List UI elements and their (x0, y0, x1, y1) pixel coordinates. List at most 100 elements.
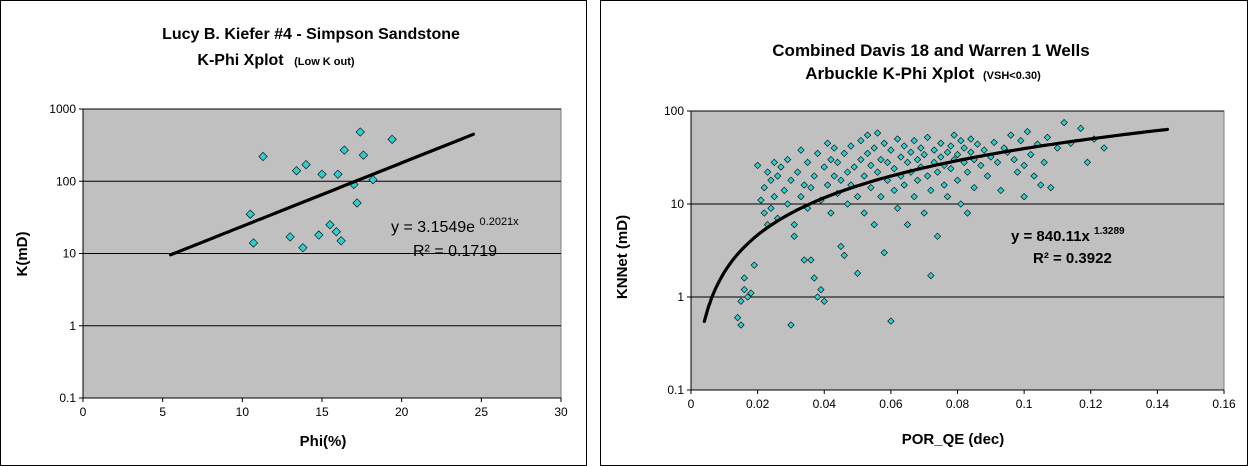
data-point (933, 168, 942, 176)
data-point (1047, 183, 1055, 192)
data-point (940, 181, 948, 189)
data-point (760, 209, 768, 217)
data-point (1030, 172, 1038, 180)
data-point (803, 158, 812, 167)
chart-left-svg: Lucy B. Kiefer #4 - Simpson Sandstone K-… (14, 26, 568, 450)
data-point (873, 129, 882, 137)
data-point (744, 293, 752, 301)
data-point (807, 256, 815, 264)
data-point (285, 232, 295, 242)
data-point (873, 168, 882, 176)
data-point (813, 149, 822, 158)
x-axis-label: Phi(%) (300, 433, 347, 450)
data-point (823, 181, 832, 189)
data-point (827, 209, 835, 217)
data-point (893, 204, 902, 212)
data-point (947, 165, 955, 173)
data-point (333, 169, 343, 179)
data-point (973, 140, 982, 148)
data-point (893, 135, 902, 143)
x-tick-label: 0 (80, 405, 87, 419)
data-point (810, 172, 818, 180)
data-point (863, 149, 872, 158)
data-point (820, 297, 828, 305)
x-tick-label: 0.04 (813, 397, 837, 411)
data-point (853, 193, 862, 201)
data-point (933, 232, 942, 240)
data-point (734, 314, 742, 322)
data-point (850, 163, 858, 171)
data-point (763, 168, 772, 176)
data-point (783, 200, 792, 208)
x-tick-label: 0.1 (1016, 397, 1033, 411)
data-point (837, 176, 845, 184)
data-point (827, 156, 835, 164)
data-point (993, 158, 1002, 167)
data-point (890, 186, 898, 195)
y-tick-label: 100 (56, 174, 76, 188)
data-point (963, 168, 972, 176)
data-point (860, 172, 868, 180)
x-tick-label: 0 (688, 397, 695, 411)
data-point (790, 232, 798, 240)
data-point (336, 236, 346, 246)
data-point (807, 183, 815, 192)
x-tick-label: 0.14 (1146, 397, 1170, 411)
chart-subtitle-note: (VSH<0.30) (983, 70, 1041, 82)
data-point (867, 183, 875, 192)
y-tick-label: 1 (69, 319, 76, 333)
data-point (787, 321, 795, 329)
data-point (1017, 137, 1025, 145)
chart-title: Combined Davis 18 and Warren 1 Wells (772, 41, 1089, 60)
data-point (1100, 144, 1108, 152)
data-point (983, 172, 992, 180)
x-tick-label: 5 (159, 405, 166, 419)
data-point (840, 251, 848, 260)
data-point (245, 209, 255, 219)
data-point (923, 133, 932, 142)
data-point (883, 158, 892, 167)
data-point (770, 193, 778, 201)
data-point (963, 209, 972, 217)
x-tick-label: 30 (554, 405, 568, 419)
data-point (258, 151, 268, 162)
y-axis-label: K(mD) (14, 232, 31, 277)
data-point (887, 146, 895, 154)
data-point (747, 289, 755, 297)
data-point (1043, 133, 1052, 142)
data-point (957, 200, 965, 208)
data-point (970, 183, 978, 192)
data-point (880, 139, 888, 147)
data-point (870, 221, 878, 229)
data-point (887, 317, 895, 325)
chart-subtitle-note: (Low K out) (294, 56, 355, 68)
data-point (907, 148, 915, 156)
data-point (943, 148, 952, 156)
data-point (800, 181, 808, 189)
trend-equation: y = 3.1549e 0.2021x (391, 216, 519, 236)
data-point (833, 158, 842, 167)
data-point (977, 161, 985, 170)
data-point (291, 166, 302, 176)
data-point (950, 131, 958, 139)
data-point (823, 139, 832, 147)
data-point (767, 176, 775, 184)
data-point (967, 148, 975, 156)
data-point (913, 176, 922, 184)
chart-panel-right: Combined Davis 18 and Warren 1 Wells Arb… (600, 0, 1248, 466)
y-tick-label: 1 (677, 290, 684, 304)
data-point (757, 196, 765, 204)
data-point (317, 169, 327, 179)
data-point (740, 274, 748, 282)
data-point (1040, 158, 1048, 167)
data-point (740, 286, 748, 294)
x-tick-label: 25 (475, 405, 489, 419)
data-point (790, 221, 798, 229)
data-point (937, 153, 945, 161)
y-tick-label: 0.1 (59, 391, 76, 405)
data-point (1083, 158, 1092, 167)
data-point (387, 134, 397, 144)
data-point (760, 183, 768, 192)
data-point (1007, 131, 1015, 139)
data-point (797, 146, 805, 154)
